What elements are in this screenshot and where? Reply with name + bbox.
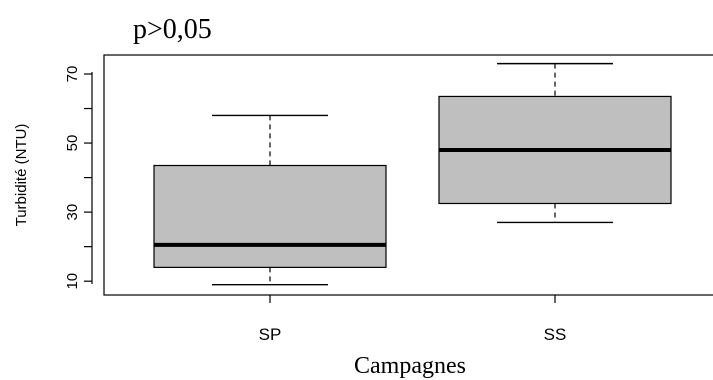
y-tick-label: 30 (64, 204, 81, 221)
x-tick-label-sp: SP (259, 325, 282, 344)
x-tick-label-ss: SS (544, 325, 567, 344)
y-tick-label: 70 (64, 66, 81, 83)
y-axis: 10 30 50 70 (64, 66, 93, 290)
box-sp (153, 114, 387, 286)
y-tick-label: 10 (64, 273, 81, 290)
p-value-annotation: p>0,05 (133, 14, 212, 45)
y-tick-label: 50 (64, 135, 81, 152)
x-axis-label: Campagnes (354, 353, 466, 379)
box-ss (438, 62, 672, 224)
iqr-box (153, 164, 387, 268)
y-axis-label: Turbidité (NTU) (13, 124, 30, 227)
plot-frame (103, 54, 713, 296)
boxes-group (153, 62, 672, 286)
x-axis: SP SS (259, 295, 567, 344)
